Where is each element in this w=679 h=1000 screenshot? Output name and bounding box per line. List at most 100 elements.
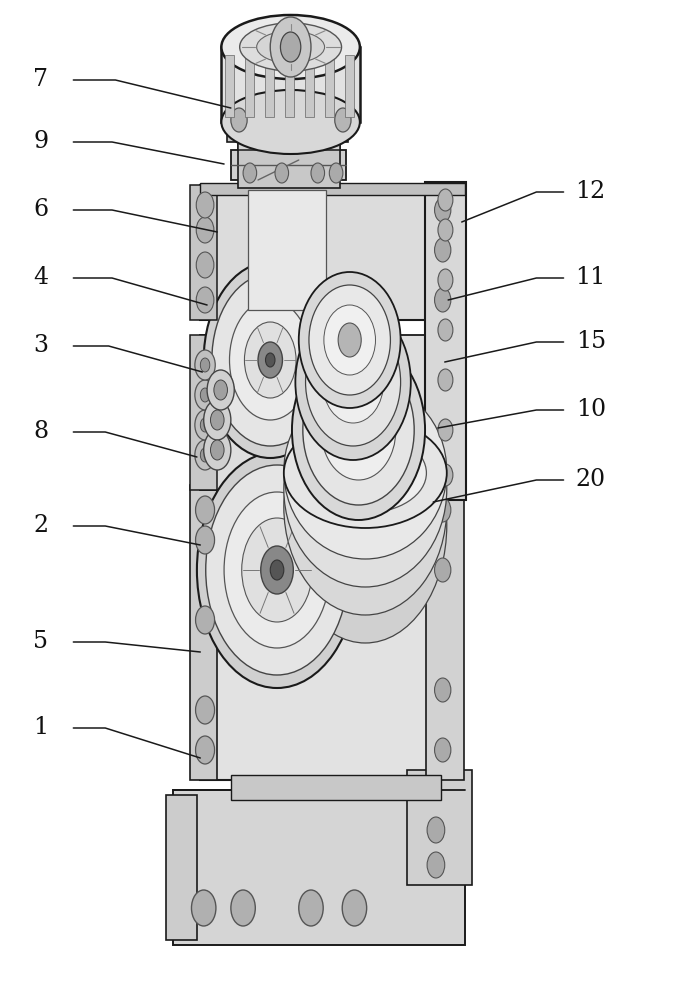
Circle shape xyxy=(200,448,210,462)
Circle shape xyxy=(196,192,214,218)
Bar xyxy=(221,47,360,122)
Bar xyxy=(190,485,217,780)
Ellipse shape xyxy=(242,518,312,622)
Ellipse shape xyxy=(244,322,296,398)
Bar xyxy=(265,55,274,117)
Circle shape xyxy=(305,124,317,142)
Circle shape xyxy=(265,353,275,367)
Circle shape xyxy=(231,108,247,132)
Ellipse shape xyxy=(221,90,360,154)
Circle shape xyxy=(261,546,293,594)
Circle shape xyxy=(200,358,210,372)
Ellipse shape xyxy=(295,304,411,460)
Ellipse shape xyxy=(323,341,384,423)
Bar xyxy=(248,190,326,310)
Circle shape xyxy=(435,198,451,222)
Bar xyxy=(227,124,348,142)
Text: 3: 3 xyxy=(33,334,48,358)
Ellipse shape xyxy=(324,305,375,375)
Bar xyxy=(173,790,465,945)
Circle shape xyxy=(207,370,234,410)
Text: 12: 12 xyxy=(576,180,606,204)
Text: 6: 6 xyxy=(33,198,48,222)
Bar xyxy=(305,55,314,117)
Bar xyxy=(231,150,346,180)
Circle shape xyxy=(237,124,249,142)
Ellipse shape xyxy=(303,355,414,505)
Circle shape xyxy=(332,124,344,142)
Bar xyxy=(200,183,465,195)
Circle shape xyxy=(438,369,453,391)
Circle shape xyxy=(435,678,451,702)
Circle shape xyxy=(191,890,216,926)
Text: 9: 9 xyxy=(33,130,48,153)
Circle shape xyxy=(438,419,453,441)
Bar xyxy=(325,55,334,117)
Circle shape xyxy=(196,496,215,524)
Ellipse shape xyxy=(240,23,342,71)
Circle shape xyxy=(438,189,453,211)
Circle shape xyxy=(270,17,311,77)
Bar xyxy=(245,55,254,117)
Circle shape xyxy=(200,418,210,432)
Circle shape xyxy=(438,319,453,341)
Ellipse shape xyxy=(299,272,401,408)
Text: 5: 5 xyxy=(33,631,48,654)
Ellipse shape xyxy=(212,274,329,446)
Ellipse shape xyxy=(197,452,357,688)
Text: 1: 1 xyxy=(33,716,48,740)
Bar xyxy=(238,143,340,188)
Circle shape xyxy=(335,108,351,132)
Circle shape xyxy=(342,405,375,455)
Bar xyxy=(407,770,472,885)
Bar xyxy=(426,485,464,780)
Ellipse shape xyxy=(204,262,337,458)
Circle shape xyxy=(340,362,367,402)
Circle shape xyxy=(196,526,215,554)
Bar xyxy=(231,775,441,800)
Bar xyxy=(166,795,197,940)
Circle shape xyxy=(210,440,224,460)
Bar xyxy=(425,182,466,500)
Circle shape xyxy=(438,219,453,241)
Circle shape xyxy=(435,558,451,582)
Text: 20: 20 xyxy=(576,468,606,491)
Ellipse shape xyxy=(284,391,447,587)
Bar xyxy=(200,335,445,490)
Circle shape xyxy=(195,350,215,380)
Ellipse shape xyxy=(230,300,311,420)
Ellipse shape xyxy=(206,465,348,675)
Circle shape xyxy=(231,890,255,926)
Bar xyxy=(190,185,217,320)
Circle shape xyxy=(196,736,215,764)
Circle shape xyxy=(204,430,231,470)
Circle shape xyxy=(265,124,278,142)
Bar xyxy=(285,55,293,117)
Ellipse shape xyxy=(292,340,425,520)
Circle shape xyxy=(195,410,215,440)
Ellipse shape xyxy=(224,492,330,648)
Circle shape xyxy=(195,380,215,410)
Circle shape xyxy=(299,890,323,926)
Ellipse shape xyxy=(284,383,447,559)
Ellipse shape xyxy=(284,399,447,615)
Circle shape xyxy=(243,163,257,183)
Circle shape xyxy=(214,380,227,400)
Text: 11: 11 xyxy=(576,266,606,290)
Text: 8: 8 xyxy=(33,420,48,444)
Circle shape xyxy=(338,323,361,357)
Circle shape xyxy=(196,696,215,724)
Circle shape xyxy=(200,388,210,402)
Bar xyxy=(345,55,354,117)
Circle shape xyxy=(427,817,445,843)
Circle shape xyxy=(196,217,214,243)
Circle shape xyxy=(342,890,367,926)
Circle shape xyxy=(438,269,453,291)
Circle shape xyxy=(427,852,445,878)
Ellipse shape xyxy=(257,31,325,63)
Circle shape xyxy=(311,163,325,183)
Text: 4: 4 xyxy=(33,266,48,290)
Circle shape xyxy=(196,287,214,313)
Text: 10: 10 xyxy=(576,398,606,422)
Circle shape xyxy=(435,738,451,762)
